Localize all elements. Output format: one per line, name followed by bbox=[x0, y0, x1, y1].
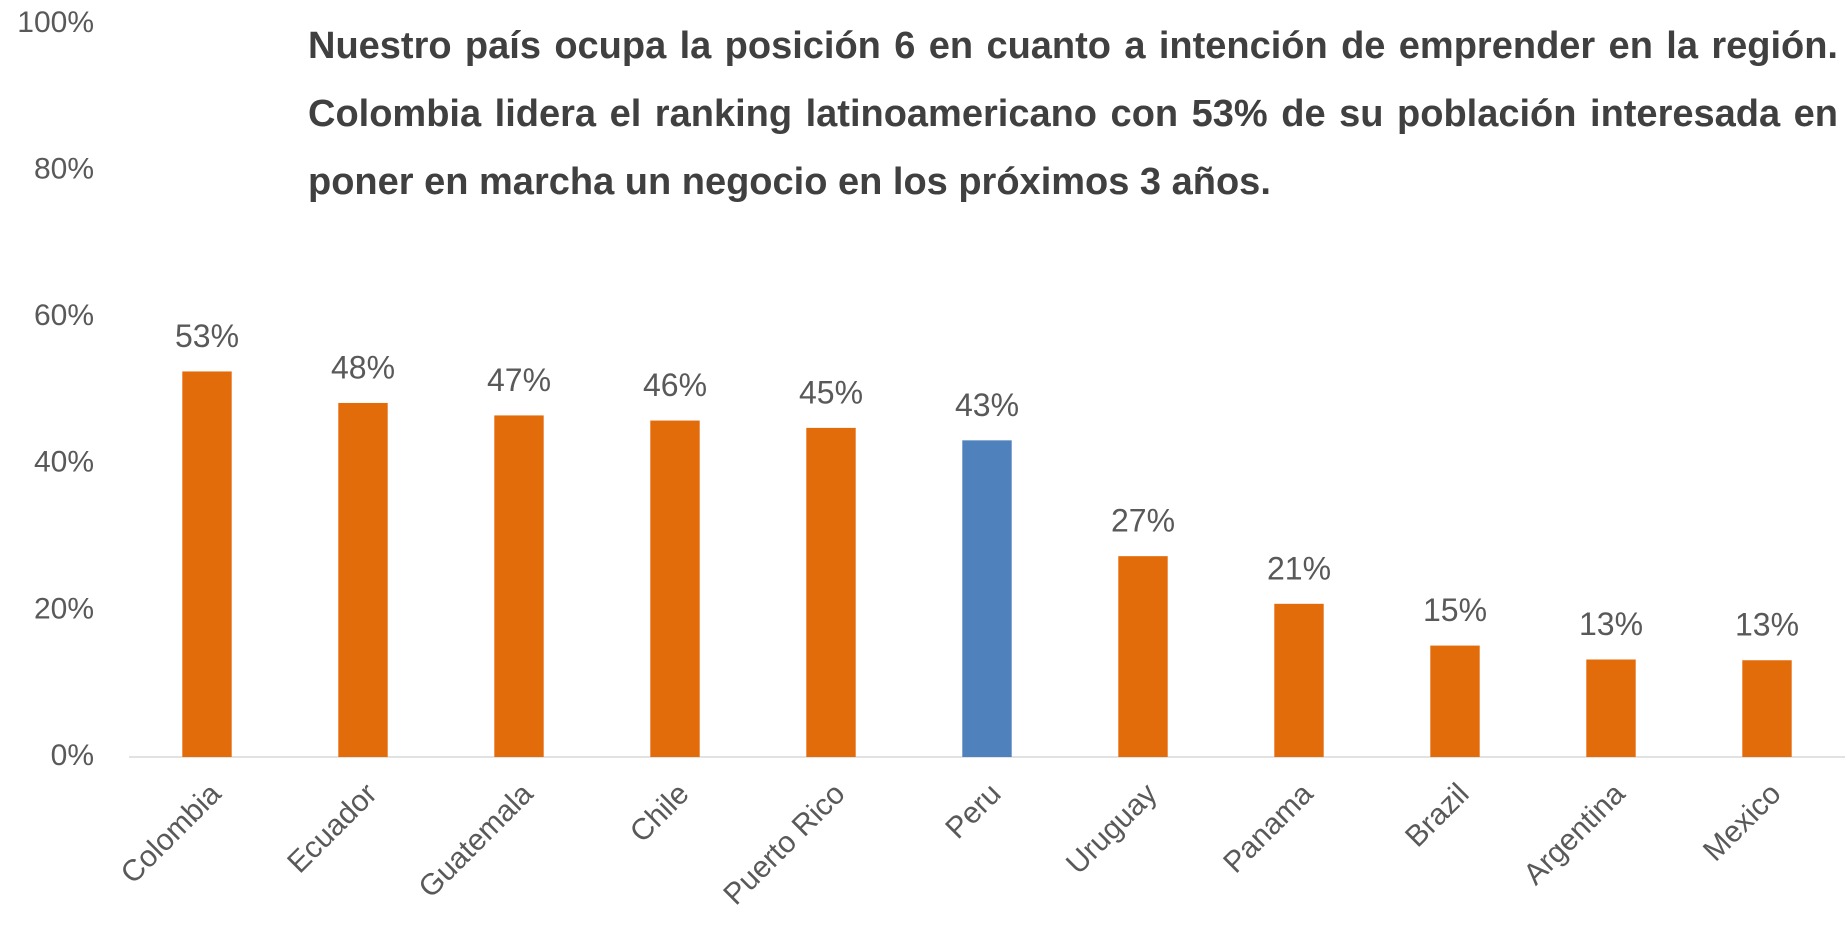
x-tick-label: Argentina bbox=[1517, 777, 1631, 891]
x-tick-label: Uruguay bbox=[1060, 777, 1164, 881]
bar bbox=[494, 415, 544, 757]
x-tick-label: Brazil bbox=[1399, 777, 1475, 853]
bar bbox=[962, 440, 1012, 757]
data-label: 45% bbox=[799, 374, 863, 410]
bar bbox=[1118, 556, 1168, 757]
chart-title: Nuestro país ocupa la posición 6 en cuan… bbox=[308, 25, 1838, 203]
bar bbox=[182, 371, 232, 757]
data-label: 53% bbox=[175, 318, 239, 354]
x-tick-label: Puerto Rico bbox=[717, 777, 851, 911]
data-label: 46% bbox=[643, 367, 707, 403]
y-tick-label: 0% bbox=[51, 739, 94, 772]
bar bbox=[806, 427, 856, 757]
y-tick-label: 60% bbox=[34, 299, 94, 332]
x-tick-label: Panama bbox=[1217, 777, 1320, 880]
data-label: 47% bbox=[487, 362, 551, 398]
y-tick-label: 20% bbox=[34, 592, 94, 625]
y-tick-label: 80% bbox=[34, 153, 94, 186]
data-label: 15% bbox=[1423, 592, 1487, 628]
data-label: 13% bbox=[1735, 607, 1799, 643]
x-tick-label: Peru bbox=[939, 777, 1007, 845]
bar bbox=[1742, 660, 1792, 757]
data-label: 27% bbox=[1111, 503, 1175, 539]
x-tick-label: Mexico bbox=[1697, 777, 1788, 868]
bar bbox=[338, 402, 388, 757]
y-tick-label: 40% bbox=[34, 446, 94, 479]
data-label: 43% bbox=[955, 387, 1019, 423]
x-tick-label: Colombia bbox=[115, 777, 228, 890]
x-tick-label: Guatemala bbox=[412, 777, 539, 904]
data-label: 48% bbox=[331, 349, 395, 385]
bar bbox=[1430, 645, 1480, 757]
x-tick-label: Chile bbox=[624, 777, 696, 849]
x-tick-label: Ecuador bbox=[281, 777, 383, 879]
bar bbox=[1274, 603, 1324, 757]
data-label: 13% bbox=[1579, 606, 1643, 642]
bar bbox=[650, 420, 700, 757]
data-label: 21% bbox=[1267, 550, 1331, 586]
bar bbox=[1586, 659, 1636, 757]
y-tick-label: 100% bbox=[17, 6, 94, 39]
